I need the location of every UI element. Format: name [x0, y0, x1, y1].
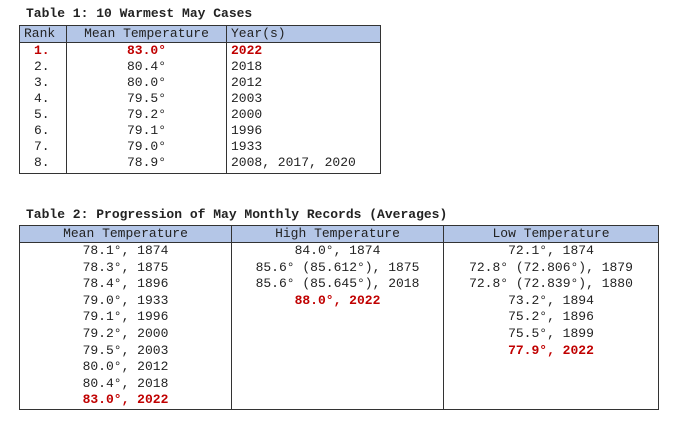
entry: 75.2°, 1896 [508, 309, 594, 325]
header-cell: Low Temperature [443, 225, 659, 243]
cell: 2018 [226, 59, 381, 75]
entry: 79.1°, 1996 [82, 309, 169, 325]
entry: 72.1°, 1874 [508, 243, 594, 258]
cell: 79.1° [66, 123, 227, 139]
row: 6. 79.1° 1996 [19, 123, 381, 139]
cell: 2012 [226, 75, 381, 91]
entry: 80.0°, 2012 [82, 359, 169, 375]
cell: 80.4° [66, 59, 227, 75]
cell: 7. [19, 139, 67, 155]
cell: 1996 [226, 123, 381, 139]
row: 2. 80.4° 2018 [19, 59, 381, 75]
cell: 80.0° [66, 75, 227, 91]
header-cell: Year(s) [226, 25, 381, 43]
cell: 79.2° [66, 107, 227, 123]
entry: 79.0°, 1933 [82, 292, 169, 308]
header-cell: High Temperature [231, 225, 444, 243]
row: 3. 80.0° 2012 [19, 75, 381, 91]
entry: 78.4°, 1896 [82, 276, 169, 292]
table2-title: Table 2: Progression of May Monthly Reco… [26, 207, 448, 222]
header-cell: Rank [19, 25, 67, 43]
entry: 72.8° (72.806°), 1879 [469, 259, 633, 275]
cell: 2022 [226, 42, 381, 59]
table1-title: Table 1: 10 Warmest May Cases [26, 6, 253, 21]
cell: 84.0°, 1874 85.6° (85.612°), 1875 85.6° (8… [231, 242, 444, 410]
cell: 2003 [226, 91, 381, 107]
cell: 78.9° [66, 155, 227, 174]
entry: 73.2°, 1894 [508, 292, 594, 308]
row: 4. 79.5° 2003 [19, 91, 381, 107]
entry: 77.9°, 2022 [508, 342, 594, 358]
cell: 2008, 2017, 2020 [226, 155, 381, 174]
entry: 75.5°, 1899 [508, 325, 594, 341]
cell: 8. [19, 155, 67, 174]
row: 5. 79.2° 2000 [19, 107, 381, 123]
cell: 1933 [226, 139, 381, 155]
cell: 78.1°, 1874 78.3°, 1875 78.4°, 1896 79.0°, … [19, 242, 232, 410]
entry: 84.0°, 1874 [294, 243, 381, 258]
entry: 85.6° (85.612°), 1875 [255, 259, 420, 275]
cell: 3. [19, 75, 67, 91]
cell: 72.1°, 1874 72.8° (72.806°), 1879 72.8° (7… [443, 242, 659, 410]
cell: 79.5° [66, 91, 227, 107]
cell: 83.0° [66, 42, 227, 59]
cell: 5. [19, 107, 67, 123]
row: 1. 83.0° 2022 [19, 42, 381, 59]
cell: 2000 [226, 107, 381, 123]
cell: 2. [19, 59, 67, 75]
cell: 4. [19, 91, 67, 107]
entry: 79.5°, 2003 [82, 342, 169, 358]
entry: 72.8° (72.839°), 1880 [469, 276, 633, 292]
entry: 80.4°, 2018 [82, 375, 169, 391]
header-cell: Mean Temperature [66, 25, 227, 43]
entry: 78.1°, 1874 [82, 243, 169, 258]
row: 7. 79.0° 1933 [19, 139, 381, 155]
table1: Rank Mean Temperature Year(s) 1. 83.0° 2022 2.… [19, 25, 381, 174]
entry: 83.0°, 2022 [82, 392, 169, 408]
cell: 79.0° [66, 139, 227, 155]
entry: 88.0°, 2022 [294, 292, 381, 308]
header-cell: Mean Temperature [19, 225, 232, 243]
cell: 1. [19, 42, 67, 59]
entry: 79.2°, 2000 [82, 325, 169, 341]
table2: Mean Temperature High Temperature Low Temp… [19, 225, 659, 410]
entry: 85.6° (85.645°), 2018 [255, 276, 420, 292]
entry: 78.3°, 1875 [82, 259, 169, 275]
cell: 6. [19, 123, 67, 139]
row: 8. 78.9° 2008, 2017, 2020 [19, 155, 381, 174]
